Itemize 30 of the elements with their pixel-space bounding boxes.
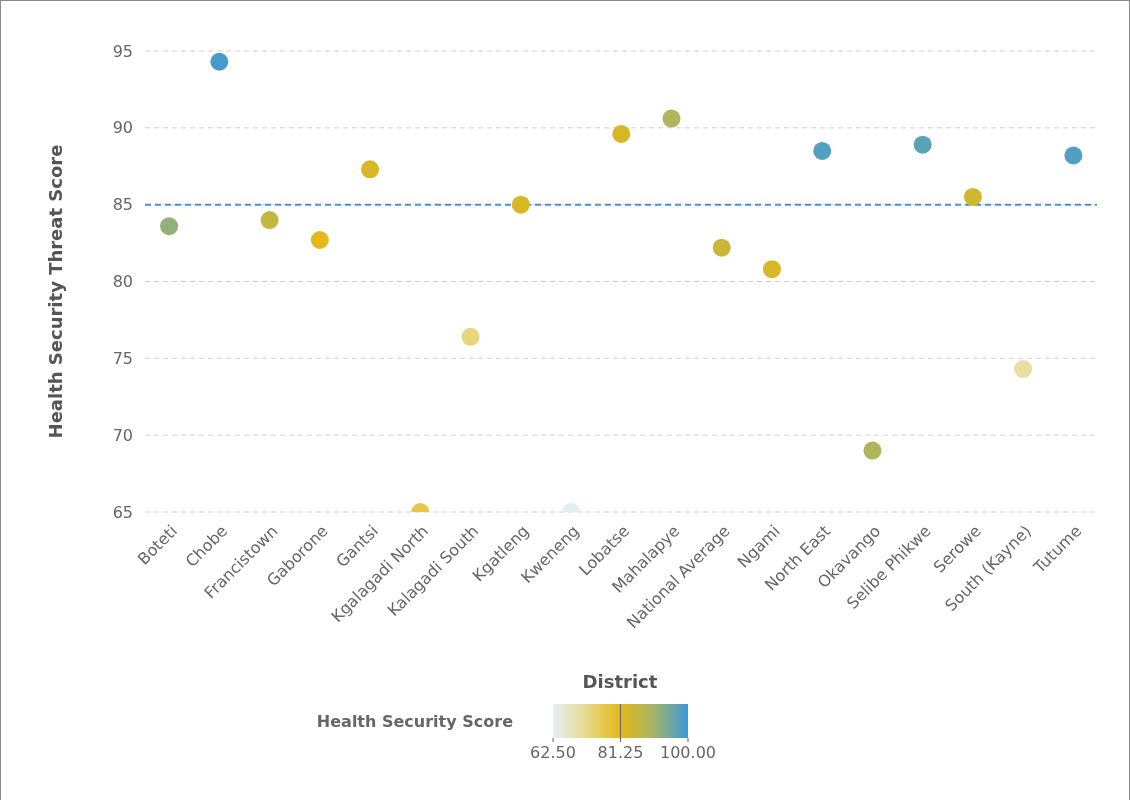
point [260, 211, 279, 230]
point [762, 260, 781, 279]
y-tick-label: 85 [112, 195, 133, 215]
point [662, 109, 681, 128]
point [210, 52, 229, 71]
color-bar-label: 100.00 [660, 743, 716, 762]
y-axis-title: Health Security Threat Score [45, 144, 66, 439]
point [863, 441, 882, 460]
point [361, 160, 380, 179]
point [160, 217, 179, 236]
color-bar-title: Health Security Score [316, 712, 514, 731]
point [963, 187, 982, 206]
point [913, 135, 932, 154]
x-axis-title: District [582, 671, 658, 692]
y-tick-label: 70 [112, 425, 133, 445]
point [813, 141, 832, 160]
point [712, 238, 731, 257]
point [310, 231, 329, 250]
point [1064, 146, 1083, 165]
point [1014, 360, 1033, 379]
y-tick-label: 80 [112, 272, 133, 292]
point [461, 327, 480, 346]
y-tick-label: 75 [112, 348, 133, 368]
color-bar-label: 62.50 [530, 743, 576, 762]
point [612, 124, 631, 143]
y-tick-label: 95 [112, 41, 133, 61]
y-tick-label: 90 [112, 118, 133, 138]
y-tick-label: 65 [112, 502, 133, 522]
point [511, 195, 530, 214]
color-bar-label: 81.25 [597, 743, 644, 762]
